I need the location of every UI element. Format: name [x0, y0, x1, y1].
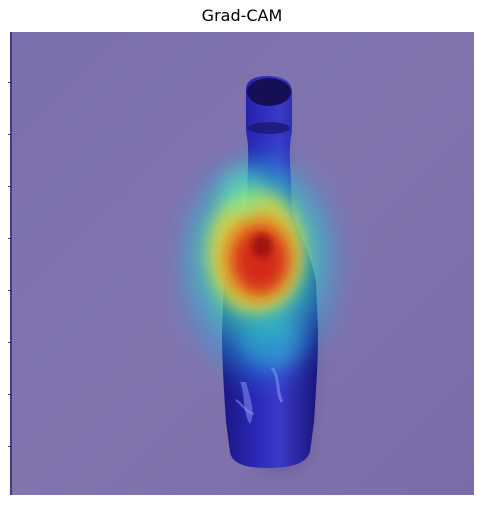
- axis-tick: [8, 394, 11, 395]
- axis-tick: [8, 82, 11, 83]
- axis-tick: [8, 342, 11, 343]
- heatmap-overlay: [182, 157, 338, 377]
- axis-tick: [8, 186, 11, 187]
- bottle-lip: [248, 122, 290, 134]
- image-left-edge: [10, 32, 12, 495]
- axis-tick: [8, 446, 11, 447]
- heat-zone-hot: [232, 226, 288, 294]
- heat-zone-glow: [220, 166, 264, 218]
- heat-zone-peak: [252, 234, 272, 258]
- bottle-highlight: [240, 382, 253, 424]
- gradcam-svg: [10, 32, 474, 495]
- axis-tick: [8, 134, 11, 135]
- figure-title: Grad-CAM: [201, 6, 283, 25]
- gradcam-image: [10, 32, 474, 495]
- bottle-cap: [247, 78, 291, 106]
- axis-tick: [8, 290, 11, 291]
- bottle-highlight: [235, 399, 255, 415]
- heat-zone-tail: [242, 316, 302, 368]
- axis-tick: [8, 238, 11, 239]
